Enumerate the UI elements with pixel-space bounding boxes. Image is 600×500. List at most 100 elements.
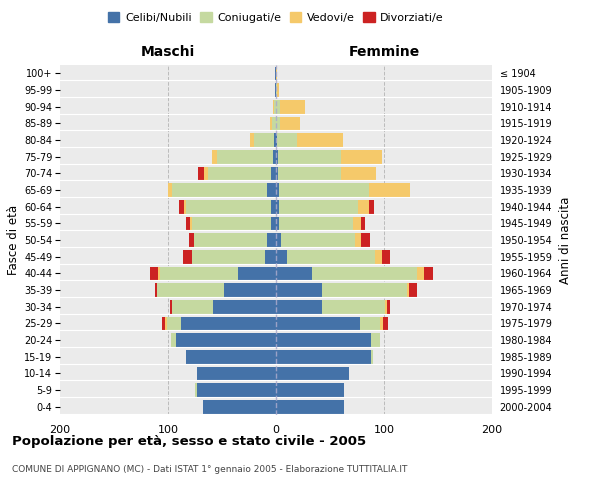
Bar <box>184 200 187 213</box>
Bar <box>274 100 276 114</box>
Bar <box>271 200 276 213</box>
Bar <box>171 333 176 347</box>
Bar <box>155 283 157 297</box>
Bar <box>275 66 276 80</box>
Bar <box>277 133 296 147</box>
Text: Popolazione per età, sesso e stato civile - 2005: Popolazione per età, sesso e stato civil… <box>12 435 366 448</box>
Bar <box>361 216 365 230</box>
Bar <box>361 233 370 247</box>
Bar <box>276 150 278 164</box>
Bar <box>276 100 280 114</box>
Bar <box>278 166 341 180</box>
Bar <box>238 266 276 280</box>
Bar <box>181 316 276 330</box>
Bar <box>168 183 172 197</box>
Bar <box>268 183 276 197</box>
Bar <box>276 200 279 213</box>
Bar <box>387 300 391 314</box>
Bar <box>276 183 279 197</box>
Bar <box>187 200 271 213</box>
Bar <box>271 216 276 230</box>
Bar <box>276 383 344 397</box>
Bar <box>424 266 433 280</box>
Bar <box>170 300 172 314</box>
Bar <box>250 133 254 147</box>
Bar <box>160 266 238 280</box>
Bar <box>369 200 374 213</box>
Bar <box>358 200 369 213</box>
Bar <box>296 133 343 147</box>
Bar <box>276 216 279 230</box>
Bar <box>276 283 322 297</box>
Bar <box>272 116 276 130</box>
Bar <box>188 233 194 247</box>
Bar <box>167 316 181 330</box>
Bar <box>268 233 276 247</box>
Bar <box>197 383 276 397</box>
Bar <box>276 300 322 314</box>
Bar <box>158 266 160 280</box>
Bar <box>276 250 287 264</box>
Bar <box>274 133 276 147</box>
Bar <box>382 250 391 264</box>
Text: Maschi: Maschi <box>141 45 195 59</box>
Bar <box>203 166 208 180</box>
Bar <box>187 216 190 230</box>
Bar <box>192 250 265 264</box>
Bar <box>287 250 376 264</box>
Bar <box>276 366 349 380</box>
Bar <box>149 266 158 280</box>
Bar <box>380 316 383 330</box>
Bar <box>279 200 358 213</box>
Bar <box>276 166 278 180</box>
Bar <box>276 316 360 330</box>
Bar <box>190 216 192 230</box>
Bar <box>276 400 344 413</box>
Y-axis label: Fasce di età: Fasce di età <box>7 205 20 275</box>
Bar <box>271 166 276 180</box>
Text: COMUNE DI APPIGNANO (MC) - Dati ISTAT 1° gennaio 2005 - Elaborazione TUTTITALIA.: COMUNE DI APPIGNANO (MC) - Dati ISTAT 1°… <box>12 465 407 474</box>
Bar <box>278 150 341 164</box>
Bar <box>279 216 353 230</box>
Text: Femmine: Femmine <box>349 45 419 59</box>
Bar <box>276 116 280 130</box>
Bar <box>176 333 276 347</box>
Bar <box>172 183 268 197</box>
Bar <box>276 266 311 280</box>
Bar <box>197 366 276 380</box>
Bar <box>360 316 380 330</box>
Bar <box>280 116 300 130</box>
Bar <box>385 300 387 314</box>
Bar <box>355 233 361 247</box>
Bar <box>279 183 369 197</box>
Bar <box>409 283 418 297</box>
Bar <box>195 383 197 397</box>
Bar <box>212 150 217 164</box>
Bar <box>369 183 410 197</box>
Bar <box>276 83 277 97</box>
Bar <box>157 283 224 297</box>
Bar <box>322 283 407 297</box>
Y-axis label: Anni di nascita: Anni di nascita <box>559 196 572 284</box>
Bar <box>371 350 373 364</box>
Bar <box>276 233 281 247</box>
Bar <box>353 216 361 230</box>
Bar <box>276 66 277 80</box>
Bar <box>277 83 279 97</box>
Bar <box>214 300 276 314</box>
Bar <box>217 150 273 164</box>
Bar <box>265 250 276 264</box>
Bar <box>192 216 271 230</box>
Bar <box>383 316 388 330</box>
Bar <box>276 350 371 364</box>
Bar <box>376 250 382 264</box>
Bar <box>194 233 268 247</box>
Bar <box>172 300 214 314</box>
Bar <box>341 150 382 164</box>
Bar <box>311 266 418 280</box>
Bar <box>198 166 203 180</box>
Bar <box>224 283 276 297</box>
Bar <box>183 250 192 264</box>
Bar <box>371 333 380 347</box>
Bar <box>273 100 274 114</box>
